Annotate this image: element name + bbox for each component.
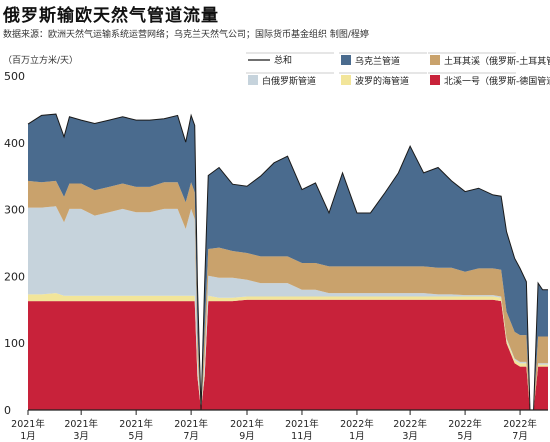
area-ukraine: [28, 114, 548, 411]
y-tick-label: 0: [4, 404, 11, 417]
area-turkstream: [28, 180, 548, 410]
x-tick-label: 2021年 9月: [230, 418, 264, 442]
x-tick-label: 2022年 7月: [503, 418, 537, 442]
legend-swatch-ukraine: [341, 55, 351, 65]
legend-swatch-baltic: [341, 75, 351, 85]
area-layer: [28, 114, 548, 411]
area-nordstream: [28, 299, 548, 410]
x-tick-label: 2021年 1月: [11, 418, 45, 442]
legend-swatch-belarus: [248, 75, 258, 85]
area-belarus: [28, 206, 548, 410]
y-axis-unit: （百万立方米/天）: [3, 56, 79, 66]
source-note: 数据来源：欧洲天然气运输系统运营网络；乌克兰天然气公司；国际货币基金组织 制图/…: [3, 30, 369, 40]
x-tick-label: 2021年 5月: [119, 418, 153, 442]
y-tick-label: 500: [4, 70, 25, 83]
legend-label: 北溪一号（俄罗斯-德国管道）: [444, 75, 550, 87]
axis-layer: 0 100 200 300 400 500 2021年 1月 2021年 3月 2021年 5月 202…: [4, 70, 548, 442]
x-tick-label: 2021年 3月: [64, 418, 98, 442]
chart-title: 俄罗斯输欧天然气管道流量: [3, 6, 219, 26]
total-line-layer: [27, 113, 548, 411]
legend-swatch-turkstream: [430, 55, 440, 65]
legend-swatch-nordstream: [430, 75, 440, 85]
x-tick-label: 2021年 11月: [285, 418, 319, 442]
x-tick-label: 2021年 7月: [174, 418, 208, 442]
x-tick-label: 2022年 3月: [393, 418, 427, 442]
x-tick-label: 2022年 1月: [340, 418, 374, 442]
legend-label: 土耳其溪（俄罗斯-土耳其管道）: [444, 55, 550, 67]
y-tick-label: 100: [4, 337, 25, 350]
legend-label: 白俄罗斯管道: [262, 75, 316, 87]
y-tick-label: 400: [4, 137, 25, 150]
y-tick-label: 200: [4, 270, 25, 283]
legend-label: 波罗的海管道: [355, 75, 409, 87]
x-tick-label: 2022年 5月: [448, 418, 482, 442]
y-tick-label: 300: [4, 204, 25, 217]
legend-label: 乌克兰管道: [355, 55, 400, 67]
series-line-total: [27, 113, 548, 411]
legend: 总和 乌克兰管道 土耳其溪（俄罗斯-土耳其管道） 白俄罗斯管道 波罗的海管道 北溪一号（俄…: [246, 52, 550, 87]
legend-label: 总和: [274, 54, 292, 66]
